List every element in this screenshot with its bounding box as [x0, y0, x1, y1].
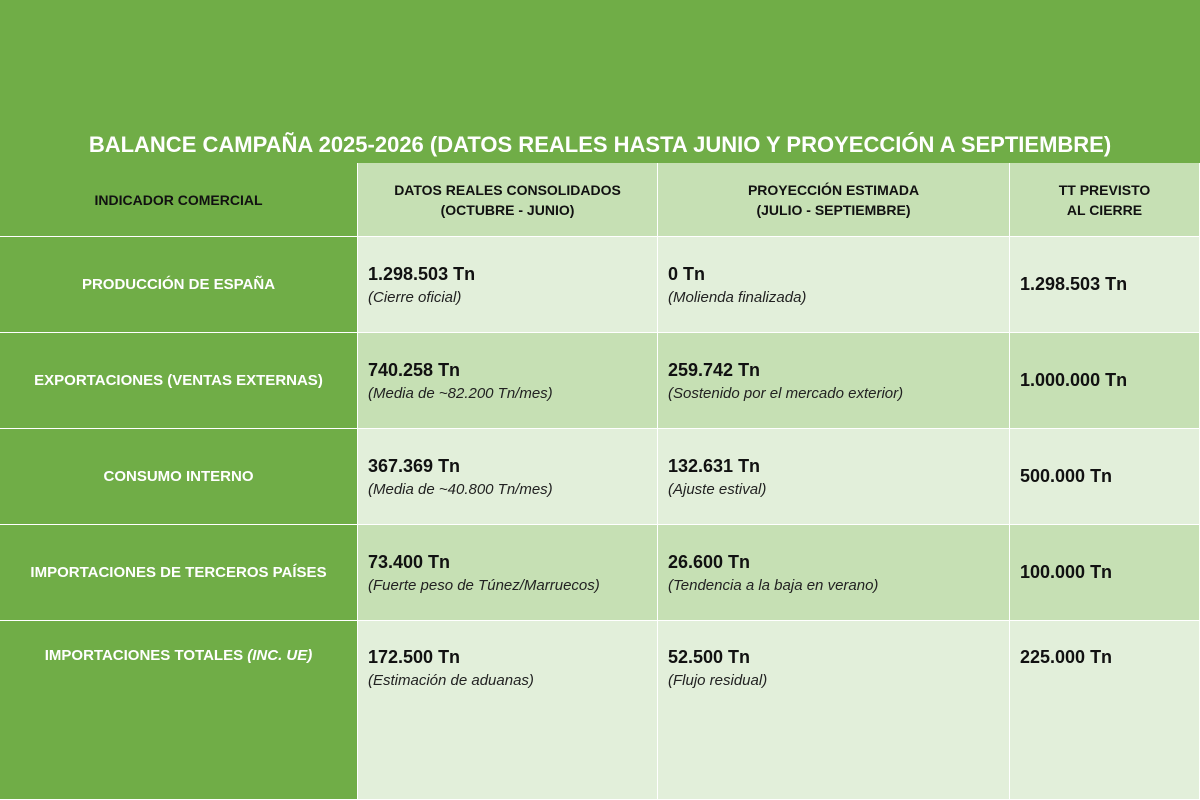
value: 26.600 Tn	[668, 551, 751, 572]
title: BALANCE CAMPAÑA 2025-2026 (DATOS REALES …	[88, 132, 1112, 157]
header-line: (JULIO - SEPTIEMBRE)	[756, 201, 911, 218]
header-cell: PROYECCIÓN ESTIMADA (JULIO - SEPTIEMBRE)	[658, 163, 1010, 237]
value-cell: 1.000.000 Tn	[1010, 333, 1200, 429]
header-cell: INDICADOR COMERCIAL	[0, 163, 358, 237]
value: 225.000 Tn	[1020, 647, 1113, 667]
note: (Ajuste estival)	[668, 480, 767, 498]
value-cell: 367.369 Tn (Media de ~40.800 Tn/mes)	[358, 429, 658, 525]
row-label-text: IMPORTACIONES DE TERCEROS PAÍSES	[30, 564, 326, 581]
value-cell: 132.631 Tn (Ajuste estival)	[658, 429, 1010, 525]
label-emphasis: (INC. UE)	[247, 647, 313, 664]
note: (Sostenido por el mercado exterior)	[668, 384, 904, 402]
value-cell: 0 Tn (Molienda finalizada)	[658, 237, 1010, 333]
row-label-text: CONSUMO INTERNO	[104, 468, 254, 485]
note: (Estimación de aduanas)	[368, 672, 534, 689]
row-label-text: EXPORTACIONES (VENTAS EXTERNAS)	[34, 372, 323, 389]
header-cell: DATOS REALES CONSOLIDADOS (OCTUBRE - JUNI…	[358, 163, 658, 237]
value-cell: 100.000 Tn	[1010, 525, 1200, 621]
value-cell: 26.600 Tn (Tendencia a la baja en verano)	[658, 525, 1010, 621]
header-line: INDICADOR COMERCIAL	[94, 191, 263, 208]
value: 1.000.000 Tn	[1020, 370, 1128, 390]
header-line: (OCTUBRE - JUNIO)	[440, 201, 575, 218]
value: 73.400 Tn	[368, 551, 451, 572]
value: 740.258 Tn	[368, 359, 461, 380]
value-cell: 259.742 Tn (Sostenido por el mercado exte…	[658, 333, 1010, 429]
value-cell: 1.298.503 Tn	[1010, 237, 1200, 333]
label: IMPORTACIONES TOTALES	[44, 647, 244, 664]
value-cell: 172.500 Tn (Estimación de aduanas)	[358, 621, 658, 800]
value: 0 Tn	[668, 263, 706, 284]
header-line: AL CIERRE	[1066, 201, 1143, 218]
note: (Media de ~82.200 Tn/mes)	[368, 384, 553, 402]
note: (Molienda finalizada)	[668, 288, 807, 306]
row-label: CONSUMO INTERNO	[0, 429, 358, 525]
value-cell: 740.258 Tn (Media de ~82.200 Tn/mes)	[358, 333, 658, 429]
row-label: EXPORTACIONES (VENTAS EXTERNAS)	[0, 333, 358, 429]
header-cell: TT PREVISTO AL CIERRE	[1010, 163, 1200, 237]
label: CONSUMO INTERNO	[103, 468, 254, 485]
label: EXPORTACIONES (VENTAS EXTERNAS)	[34, 372, 323, 389]
row-label-text: PRODUCCIÓN DE ESPAÑA	[82, 276, 275, 293]
note: (Tendencia a la baja en verano)	[668, 576, 879, 594]
row-label-text: IMPORTACIONES TOTALES (INC. UE)	[45, 647, 313, 664]
value: 367.369 Tn	[368, 455, 461, 476]
note: (Flujo residual)	[668, 672, 768, 689]
header-line: DATOS REALES CONSOLIDADOS	[394, 181, 621, 198]
header-line: PROYECCIÓN ESTIMADA	[747, 181, 920, 198]
value-cell: 225.000 Tn	[1010, 621, 1200, 800]
label: PRODUCCIÓN DE ESPAÑA	[81, 276, 276, 293]
value-cell: 500.000 Tn	[1010, 429, 1200, 525]
value: 100.000 Tn	[1020, 562, 1113, 582]
value-cell: 1.298.503 Tn (Cierre oficial)	[358, 237, 658, 333]
table: INDICADOR COMERCIAL DATOS REALES CONSOLID…	[0, 163, 1200, 800]
value: 1.298.503 Tn	[368, 263, 476, 284]
row-label: IMPORTACIONES TOTALES (INC. UE)	[0, 621, 358, 800]
note: (Fuerte peso de Túnez/Marruecos)	[368, 576, 600, 594]
header-line: TT PREVISTO	[1058, 181, 1151, 198]
note: (Cierre oficial)	[368, 288, 462, 306]
value: 259.742 Tn	[668, 359, 761, 380]
row-label: IMPORTACIONES DE TERCEROS PAÍSES	[0, 525, 358, 621]
row-label: PRODUCCIÓN DE ESPAÑA	[0, 237, 358, 333]
value: 1.298.503 Tn	[1020, 274, 1128, 294]
value-cell: 73.400 Tn (Fuerte peso de Túnez/Marruecos…	[358, 525, 658, 621]
value-cell: 52.500 Tn (Flujo residual)	[658, 621, 1010, 800]
value: 500.000 Tn	[1020, 466, 1113, 486]
value: 52.500 Tn	[668, 647, 751, 667]
value: 172.500 Tn	[368, 647, 461, 667]
label: IMPORTACIONES DE TERCEROS PAÍSES	[30, 564, 327, 581]
note: (Media de ~40.800 Tn/mes)	[368, 480, 553, 498]
value: 132.631 Tn	[668, 455, 761, 476]
